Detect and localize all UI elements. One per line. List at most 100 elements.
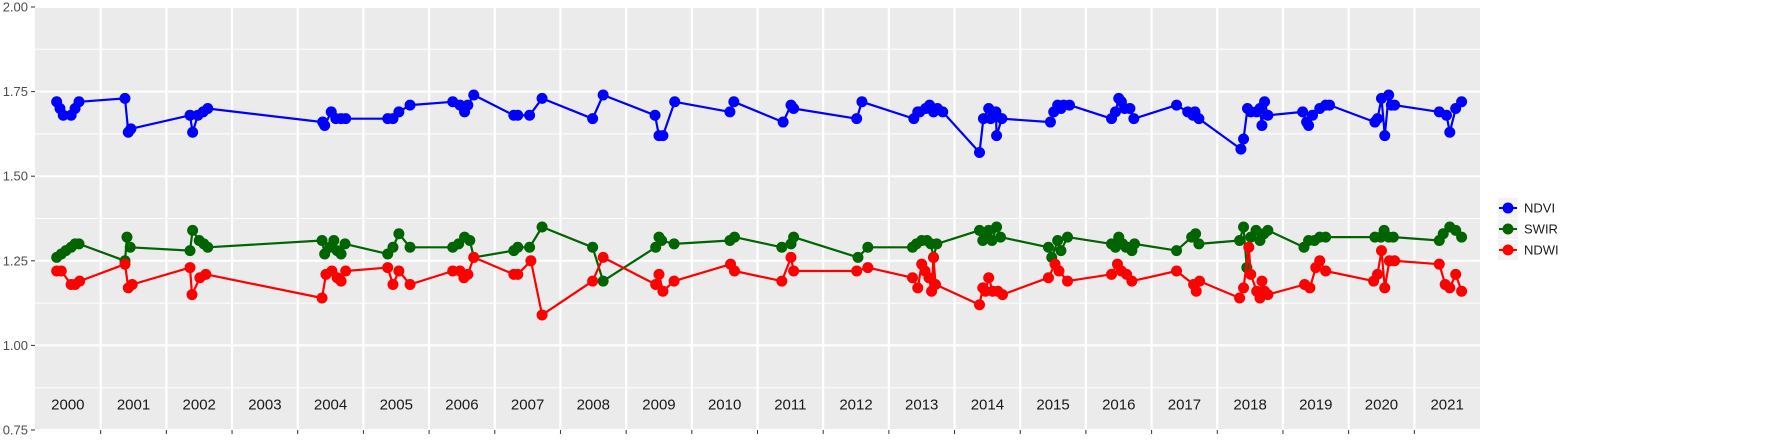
data-point-ndvi xyxy=(524,109,536,121)
data-point-ndvi xyxy=(991,130,1003,142)
data-point-swir xyxy=(393,228,405,240)
data-point-ndwi xyxy=(126,278,138,290)
data-point-swir xyxy=(464,234,476,246)
data-point-swir xyxy=(1055,245,1067,257)
data-point-ndwi xyxy=(1372,268,1384,280)
data-point-ndvi xyxy=(1389,99,1401,111)
data-point-ndwi xyxy=(1234,292,1246,304)
y-tick-label: 1.25 xyxy=(3,253,28,268)
data-point-ndwi xyxy=(587,275,599,287)
data-point-ndvi xyxy=(393,106,405,118)
data-point-swir xyxy=(729,231,741,243)
data-point-ndwi xyxy=(525,255,537,267)
data-point-ndwi xyxy=(393,265,405,277)
year-label: 2010 xyxy=(708,397,741,414)
data-point-ndvi xyxy=(851,113,863,125)
data-point-ndvi xyxy=(512,109,524,121)
data-point-ndvi xyxy=(462,99,474,111)
data-point-ndwi xyxy=(1304,282,1316,294)
data-point-swir xyxy=(668,238,680,250)
legend-point xyxy=(1502,244,1514,256)
data-point-swir xyxy=(852,251,864,263)
data-point-ndwi xyxy=(1062,275,1074,287)
year-label: 2014 xyxy=(971,397,1004,414)
data-point-ndwi xyxy=(776,275,788,287)
data-point-ndvi xyxy=(724,106,736,118)
grid-lines xyxy=(35,6,1480,431)
legend-item-swir: SWIR xyxy=(1498,219,1558,239)
year-label: 2000 xyxy=(51,397,84,414)
data-point-ndvi xyxy=(777,116,789,128)
data-point-ndwi xyxy=(382,262,394,274)
data-point-ndvi xyxy=(404,99,416,111)
data-point-swir xyxy=(1262,224,1274,236)
y-tick-label: 0.75 xyxy=(3,423,28,438)
data-point-ndwi xyxy=(1262,289,1274,301)
data-point-ndvi xyxy=(657,130,669,142)
legend: NDVI SWIR NDWI xyxy=(1498,198,1559,260)
data-point-ndvi xyxy=(1171,99,1183,111)
data-point-ndvi xyxy=(669,96,681,108)
data-point-swir xyxy=(862,241,874,253)
data-point-ndvi xyxy=(649,109,661,121)
data-point-ndvi xyxy=(125,123,137,135)
data-point-swir xyxy=(1129,238,1141,250)
data-point-swir xyxy=(536,221,548,233)
year-label: 2011 xyxy=(774,397,806,414)
data-point-ndvi xyxy=(1259,96,1271,108)
legend-point xyxy=(1502,202,1514,214)
data-point-swir xyxy=(597,275,609,287)
data-point-ndwi xyxy=(200,268,212,280)
year-label: 2001 xyxy=(117,397,150,414)
year-labels: 2000 2001 2002 2003 2004 2005 2006 2007 2008 2009… xyxy=(51,397,1464,414)
data-point-ndwi xyxy=(74,275,86,287)
data-point-swir xyxy=(1062,231,1074,243)
data-point-swir xyxy=(1042,241,1054,253)
data-point-ndvi xyxy=(788,103,800,115)
data-point-ndwi xyxy=(1106,268,1118,280)
data-point-ndwi xyxy=(1456,285,1468,297)
data-point-swir xyxy=(995,231,1007,243)
data-point-ndwi xyxy=(1450,268,1462,280)
data-series xyxy=(51,89,1468,321)
data-point-ndvi xyxy=(1063,99,1075,111)
year-label: 2003 xyxy=(248,397,281,414)
data-point-swir xyxy=(1193,238,1205,250)
data-point-ndvi xyxy=(187,126,199,138)
year-label: 2006 xyxy=(445,397,478,414)
data-point-ndvi xyxy=(728,96,740,108)
data-point-swir xyxy=(1234,234,1246,246)
data-point-ndwi xyxy=(55,265,67,277)
data-point-ndvi xyxy=(1044,116,1056,128)
data-point-ndwi xyxy=(928,251,940,263)
data-point-ndvi xyxy=(1372,113,1384,125)
data-point-ndwi xyxy=(983,272,995,284)
data-point-ndwi xyxy=(1256,275,1268,287)
year-label: 2002 xyxy=(183,397,216,414)
data-point-ndwi xyxy=(536,309,548,321)
data-point-ndwi xyxy=(387,278,399,290)
data-point-ndwi xyxy=(335,275,347,287)
year-label: 2019 xyxy=(1299,397,1332,414)
data-point-ndvi xyxy=(202,103,214,115)
data-point-swir xyxy=(184,245,196,257)
data-point-ndwi xyxy=(929,278,941,290)
year-label: 2018 xyxy=(1233,397,1266,414)
year-label: 2013 xyxy=(905,397,938,414)
legend-label: NDWI xyxy=(1524,243,1559,258)
data-point-swir xyxy=(524,241,536,253)
data-point-ndwi xyxy=(404,278,416,290)
data-point-swir xyxy=(991,221,1003,233)
data-point-swir xyxy=(1387,231,1399,243)
data-point-ndwi xyxy=(1053,265,1065,277)
data-point-ndvi xyxy=(1383,89,1395,101)
data-point-ndvi xyxy=(1307,109,1319,121)
data-point-ndwi xyxy=(512,268,524,280)
data-point-swir xyxy=(587,241,599,253)
data-point-ndwi xyxy=(862,262,874,274)
year-label: 2005 xyxy=(380,397,413,414)
data-point-ndwi xyxy=(316,292,328,304)
data-point-ndwi xyxy=(1238,282,1250,294)
data-point-ndvi xyxy=(1303,119,1315,131)
data-point-swir xyxy=(788,231,800,243)
